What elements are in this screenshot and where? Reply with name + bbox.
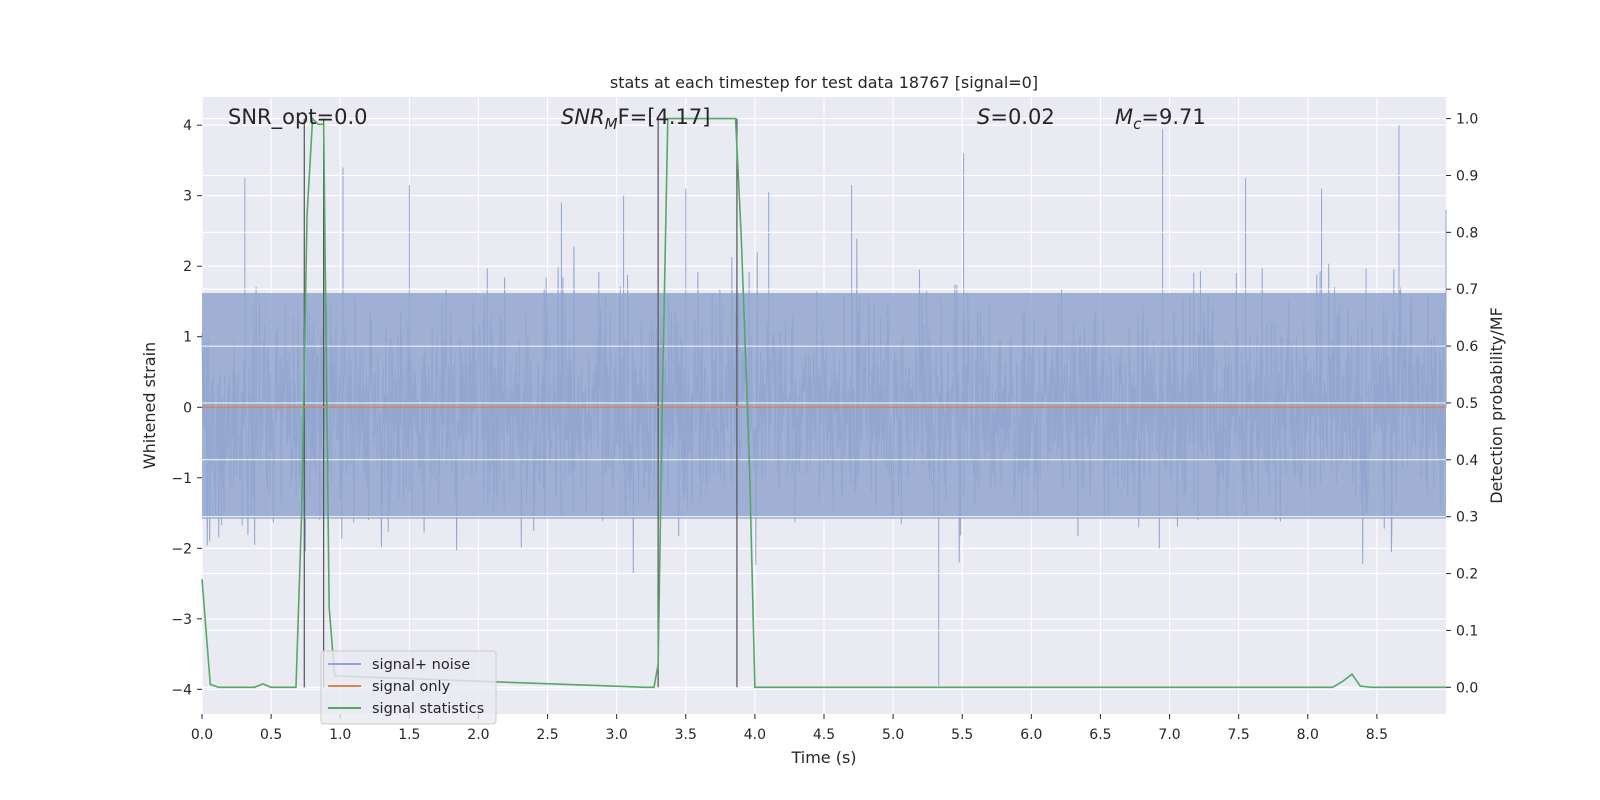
annotation-snr-mf-rest: F=[4.17] xyxy=(618,105,711,129)
y2-axis-label: Detection probability/MF xyxy=(1487,307,1506,504)
y-tick-label: −1 xyxy=(171,471,192,487)
annotation-snr-mf: SNRMF=[4.17] xyxy=(561,105,710,133)
tick-labels: 0.0 0.5 1.0 1.5 2.0 2.5 3.0 3.5 4.0 4.5 5.0 5.5 6.0 6… xyxy=(171,112,1478,743)
x-tick-label: 8.0 xyxy=(1297,727,1319,743)
y2-tick-label: 0.9 xyxy=(1456,168,1478,184)
y-tick-label: 0 xyxy=(183,400,192,416)
y-tick-label: −4 xyxy=(171,682,192,698)
legend: signal+ noise signal only signal statist… xyxy=(320,650,497,725)
legend-label-signal-noise: signal+ noise xyxy=(372,657,470,673)
y2-tick-label: 0.2 xyxy=(1456,567,1478,583)
y2-tick-label: 0.6 xyxy=(1456,339,1478,355)
y2-tick-label: 0.0 xyxy=(1456,680,1478,696)
y2-tick-label: 1.0 xyxy=(1456,112,1478,128)
annotation-s: S=0.02 xyxy=(977,105,1055,129)
annotation-mc: Mc=9.71 xyxy=(1115,105,1206,133)
x-tick-label: 1.0 xyxy=(329,727,351,743)
y-tick-label: 1 xyxy=(183,330,192,346)
y-tick-label: 2 xyxy=(183,259,192,275)
y2-tick-label: 0.7 xyxy=(1456,282,1478,298)
y-tick-label: −3 xyxy=(171,612,192,628)
x-tick-label: 2.0 xyxy=(467,727,489,743)
signal-statistics-line xyxy=(201,116,1446,689)
chart-title: stats at each timestep for test data 187… xyxy=(610,73,1038,92)
y2-tick-label: 0.8 xyxy=(1456,225,1478,241)
signal-noise-line xyxy=(201,125,1447,686)
legend-label-signal-only: signal only xyxy=(372,679,451,695)
x-tick-label: 4.5 xyxy=(813,727,835,743)
x-tick-label: 8.5 xyxy=(1366,727,1388,743)
annotation-snr-opt: SNR_opt=0.0 xyxy=(228,105,368,130)
y2-tick-label: 0.5 xyxy=(1456,396,1478,412)
y-tick-label: 3 xyxy=(183,189,192,205)
y-axis-label: Whitened strain xyxy=(140,342,159,469)
y-tick-label: −2 xyxy=(171,541,192,557)
x-tick-label: 4.0 xyxy=(744,727,766,743)
x-tick-label: 3.5 xyxy=(675,727,697,743)
x-tick-label: 7.5 xyxy=(1228,727,1250,743)
x-tick-label: 6.0 xyxy=(1020,727,1042,743)
annotation-mc-symbol: M xyxy=(1115,105,1133,129)
x-tick-label: 2.5 xyxy=(536,727,558,743)
vertical-markers xyxy=(303,118,738,688)
y2-tick-label: 0.3 xyxy=(1456,510,1478,526)
x-tick-label: 5.5 xyxy=(951,727,973,743)
annotation-snr-mf-sub: M xyxy=(605,115,618,133)
x-tick-label: 5.0 xyxy=(882,727,904,743)
annotation-mc-value: =9.71 xyxy=(1141,105,1205,129)
x-tick-label: 7.0 xyxy=(1158,727,1180,743)
x-tick-label: 1.5 xyxy=(398,727,420,743)
x-tick-label: 3.0 xyxy=(606,727,628,743)
x-axis-label: Time (s) xyxy=(790,748,856,767)
annotation-mc-sub: c xyxy=(1133,115,1142,133)
legend-label-signal-statistics: signal statistics xyxy=(372,701,484,717)
legend-box xyxy=(320,650,497,725)
x-tick-label: 6.5 xyxy=(1089,727,1111,743)
line-series xyxy=(201,116,1446,689)
y2-tick-label: 0.4 xyxy=(1456,453,1478,469)
y2-tick-label: 0.1 xyxy=(1456,623,1478,639)
x-tick-label: 0.0 xyxy=(191,727,213,743)
x-tick-label: 0.5 xyxy=(260,727,282,743)
y-tick-label: 4 xyxy=(183,118,192,134)
annotation-s-symbol: S xyxy=(977,105,990,129)
annotation-s-value: =0.02 xyxy=(990,105,1054,129)
annotation-snr-mf-base: SNR xyxy=(561,105,605,129)
